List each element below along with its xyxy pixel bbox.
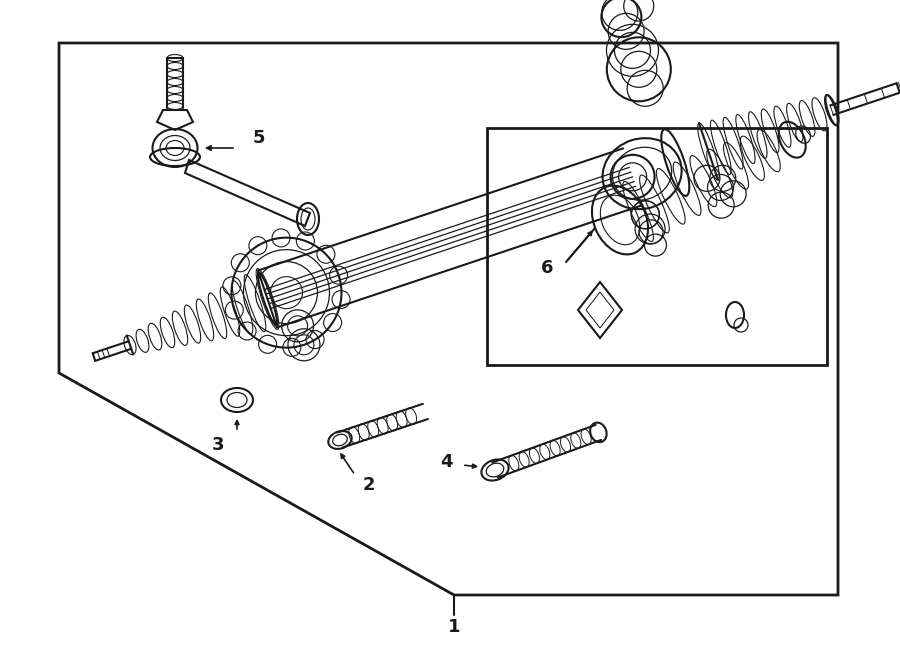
Polygon shape [185, 160, 310, 226]
Bar [487, 128, 827, 365]
Text: 4: 4 [440, 453, 453, 471]
Polygon shape [157, 110, 193, 130]
Text: 6: 6 [541, 259, 553, 277]
Text: 3: 3 [212, 436, 224, 454]
Text: 1: 1 [448, 618, 460, 636]
Text: 5: 5 [253, 129, 266, 147]
Text: 2: 2 [363, 476, 375, 494]
